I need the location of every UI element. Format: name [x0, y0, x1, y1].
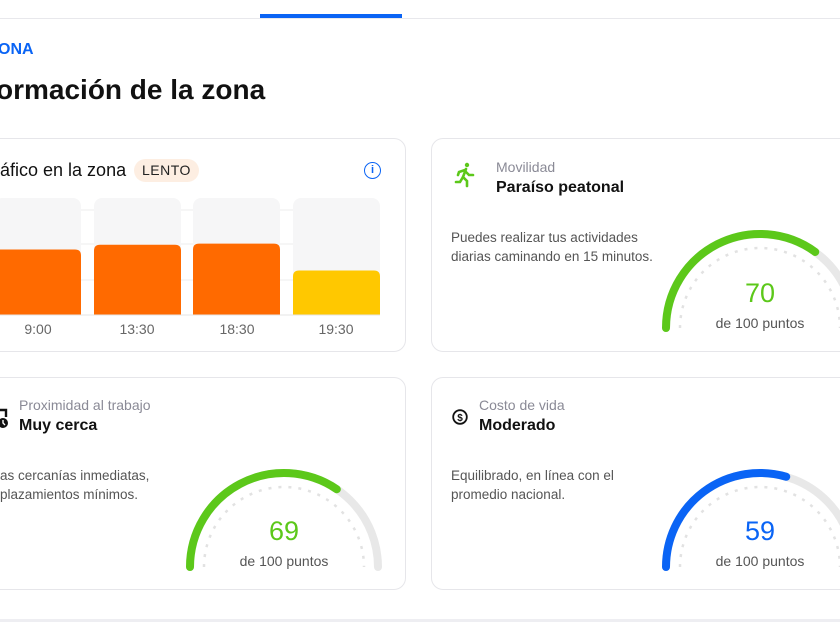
score-value: 70 [744, 278, 776, 308]
card-description: diarias caminando en 15 minutos. [451, 249, 653, 264]
card-description: plazamientos mínimos. [0, 487, 139, 502]
bar [293, 270, 380, 315]
gauge-ticks [678, 485, 840, 568]
card-label: Costo de vida [479, 397, 565, 413]
card-description: promedio nacional. [451, 487, 566, 502]
card-value: Paraíso peatonal [496, 179, 625, 196]
x-tick-label: 13:30 [119, 321, 155, 337]
mobility-card [431, 138, 840, 352]
dollar-circle-icon: $ [452, 409, 468, 425]
tab-bar-divider [0, 18, 840, 19]
page-title: ormación de la zona [0, 74, 266, 105]
score-caption: de 100 puntos [239, 553, 329, 569]
card-description: as cercanías inmediatas, [0, 468, 150, 483]
gauge-ticks [678, 246, 840, 329]
briefcase-clock-icon [0, 408, 8, 428]
gauge-fill [662, 230, 820, 332]
cost-of-living-card [431, 377, 840, 590]
gauge-ticks [202, 485, 366, 568]
active-tab-indicator [260, 14, 402, 18]
section-eyebrow: ONA [0, 41, 34, 58]
score-caption: de 100 puntos [715, 553, 805, 569]
gauge-fill [662, 469, 791, 571]
card-value: Moderado [479, 417, 556, 434]
score-value: 59 [744, 516, 776, 546]
bar [193, 243, 280, 315]
bar [94, 244, 181, 315]
score-value: 69 [268, 516, 300, 546]
card-label: Movilidad [496, 159, 556, 175]
walking-person-icon [454, 162, 475, 188]
card-label: Proximidad al trabajo [19, 397, 151, 413]
traffic-title: áfico en la zona [0, 160, 127, 180]
card-description: Equilibrado, en línea con el [451, 468, 614, 483]
x-tick-label: 19:30 [318, 321, 354, 337]
gauge-track [662, 469, 840, 571]
x-tick-label: 9:00 [24, 321, 52, 337]
svg-text:$: $ [457, 413, 463, 424]
section-divider [0, 619, 840, 622]
score-caption: de 100 puntos [715, 315, 805, 331]
gauge-fill [186, 469, 341, 571]
x-tick-label: 18:30 [219, 321, 255, 337]
card-description: Puedes realizar tus actividades [451, 230, 638, 245]
work-proximity-card [0, 377, 406, 590]
traffic-status-badge: LENTO [134, 159, 199, 182]
card-value: Muy cerca [19, 417, 98, 434]
info-icon[interactable]: i [364, 162, 381, 179]
bar [0, 249, 81, 315]
